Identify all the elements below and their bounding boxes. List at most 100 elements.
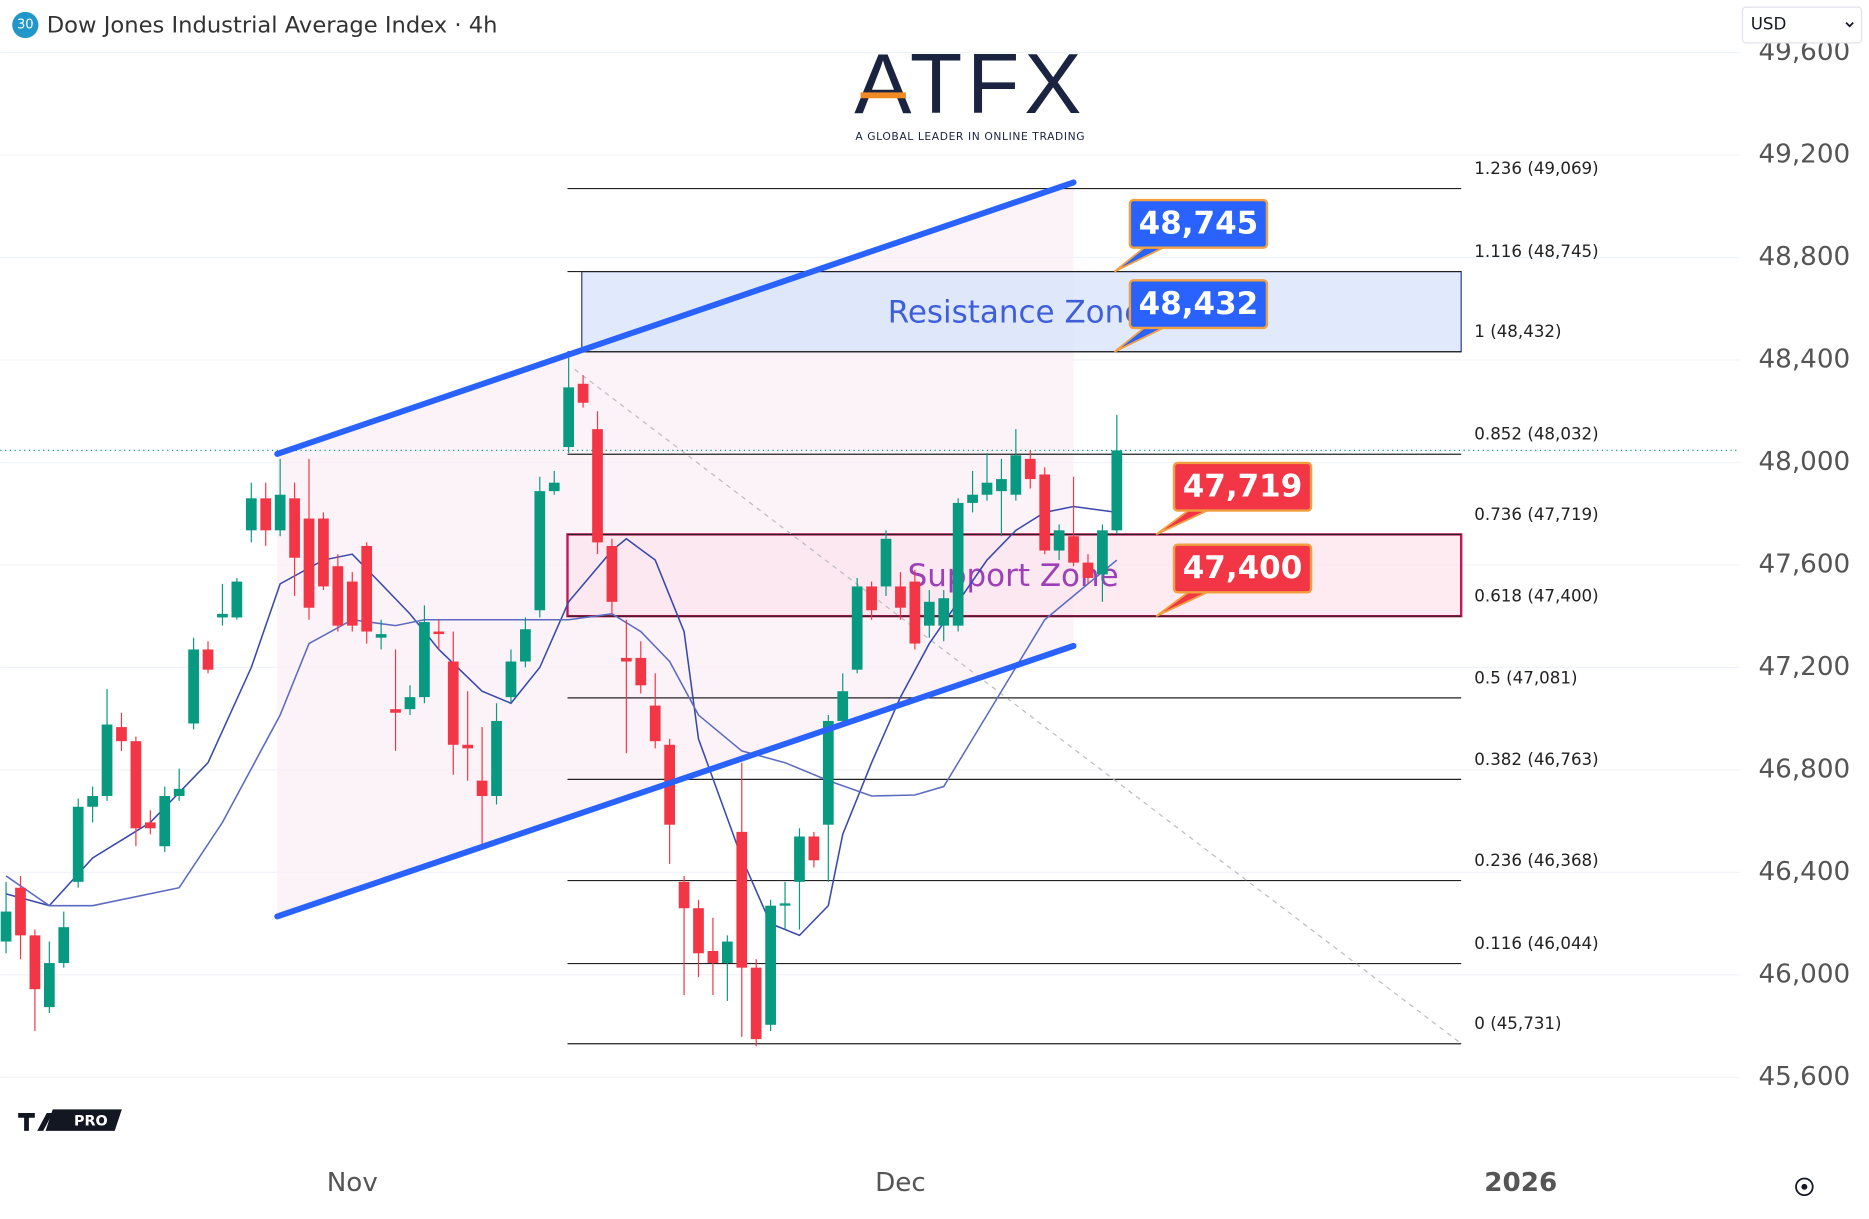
fib-label: 0 (45,731) [1474,1014,1561,1033]
y-tick-label: 46,400 [1759,857,1851,887]
currency-label: USD [1751,15,1787,34]
callout-box [1172,461,1313,512]
candle-body [274,494,286,531]
candle-body [303,518,315,608]
candle-body [346,581,358,626]
candle-body [981,482,993,495]
settings-dot [1801,1183,1808,1190]
pro-badge-bg [45,1109,122,1131]
candle-body [649,705,661,742]
candle-body [462,744,474,749]
candle-body [822,720,834,825]
y-tick-label: 48,800 [1759,242,1851,272]
candle-body [707,951,719,964]
candle-body [1039,474,1051,551]
logo-tagline: A GLOBAL LEADER IN ONLINE TRADING [855,130,1085,143]
candle-body [159,796,171,847]
currency-select[interactable] [1741,6,1863,44]
fib-label: 1 (48,432) [1474,322,1561,341]
candle-body [72,806,84,882]
fib-label: 0.116 (46,044) [1474,934,1598,953]
candle-body [404,697,416,710]
candle-body [938,598,950,626]
candle-body [130,741,142,829]
pro-badge: PRO [74,1113,108,1129]
y-tick-label: 47,200 [1759,652,1851,682]
candle-body [101,724,113,797]
candle-body [693,908,704,954]
candle-body [361,545,373,632]
candle-body [390,709,401,713]
candle-body [505,661,517,698]
candle-body [231,581,243,618]
candle-body [260,498,272,531]
candle-body [1082,562,1094,578]
candle-body [0,911,12,942]
candle-body [447,661,459,745]
candle-body [188,649,199,724]
x-tick-label: Nov [327,1168,378,1198]
symbol-badge [12,11,39,39]
tv-logo [18,1112,53,1131]
candle-body [433,631,445,635]
candle-body [721,941,733,964]
candle-body [419,622,430,698]
badge-text: 30 [17,18,34,33]
candle-body [620,657,632,662]
candle-body [678,881,690,909]
x-tick-label: Dec [875,1168,926,1198]
zone-label: Resistance Zone [888,295,1144,331]
candle-body [880,538,892,587]
channel-line [274,642,1077,920]
candle-body [851,586,863,670]
candle-body [116,727,127,742]
callout-label: 47,719 [1183,468,1303,504]
candle-body [765,905,776,1025]
fib-label: 0.382 (46,763) [1474,750,1598,769]
y-tick-label: 46,000 [1759,959,1851,989]
candle-body [217,613,228,618]
y-tick-label: 46,800 [1759,754,1851,784]
candle-body [563,387,575,448]
logo: ATFX [854,36,1086,132]
candle-body [202,649,214,670]
candle-body [476,780,488,797]
candle-body [895,586,906,608]
y-tick-label: 48,000 [1759,447,1851,477]
y-tick-label: 49,200 [1759,140,1851,170]
callout-label: 48,432 [1139,286,1259,322]
candle-body [332,566,344,626]
candle-body [923,601,935,626]
candle-body [837,691,849,721]
fib-label: 0.852 (48,032) [1474,425,1598,444]
candle-body [87,796,98,807]
candle-body [1024,458,1036,480]
candle-body [1068,536,1079,563]
dropdown-arrow [1845,22,1854,28]
moving-average [5,505,1117,937]
symbol-title: Dow Jones Industrial Average Index · 4h [47,13,498,39]
candle-body [794,836,805,882]
candle-body [29,935,41,990]
callout-label: 47,400 [1183,550,1303,586]
candle-body [635,657,647,686]
candle-body [15,887,26,936]
candle-body [245,498,257,531]
callout-box [1128,279,1269,330]
candle-body [909,581,921,644]
fib-label: 0.5 (47,081) [1474,668,1577,687]
candle-body [606,545,618,602]
candle-body [1097,530,1108,575]
candle-body [1111,450,1123,531]
callout-box [1172,543,1313,594]
settings-icon[interactable] [1795,1177,1814,1197]
candle-body [491,720,502,797]
fib-label: 1.116 (48,745) [1474,242,1598,261]
fib-label: 0.236 (46,368) [1474,851,1598,870]
candle-body [592,429,603,543]
candle-body [318,518,329,587]
fib-label: 1.236 (49,069) [1474,159,1598,178]
candle-body [750,967,762,1040]
